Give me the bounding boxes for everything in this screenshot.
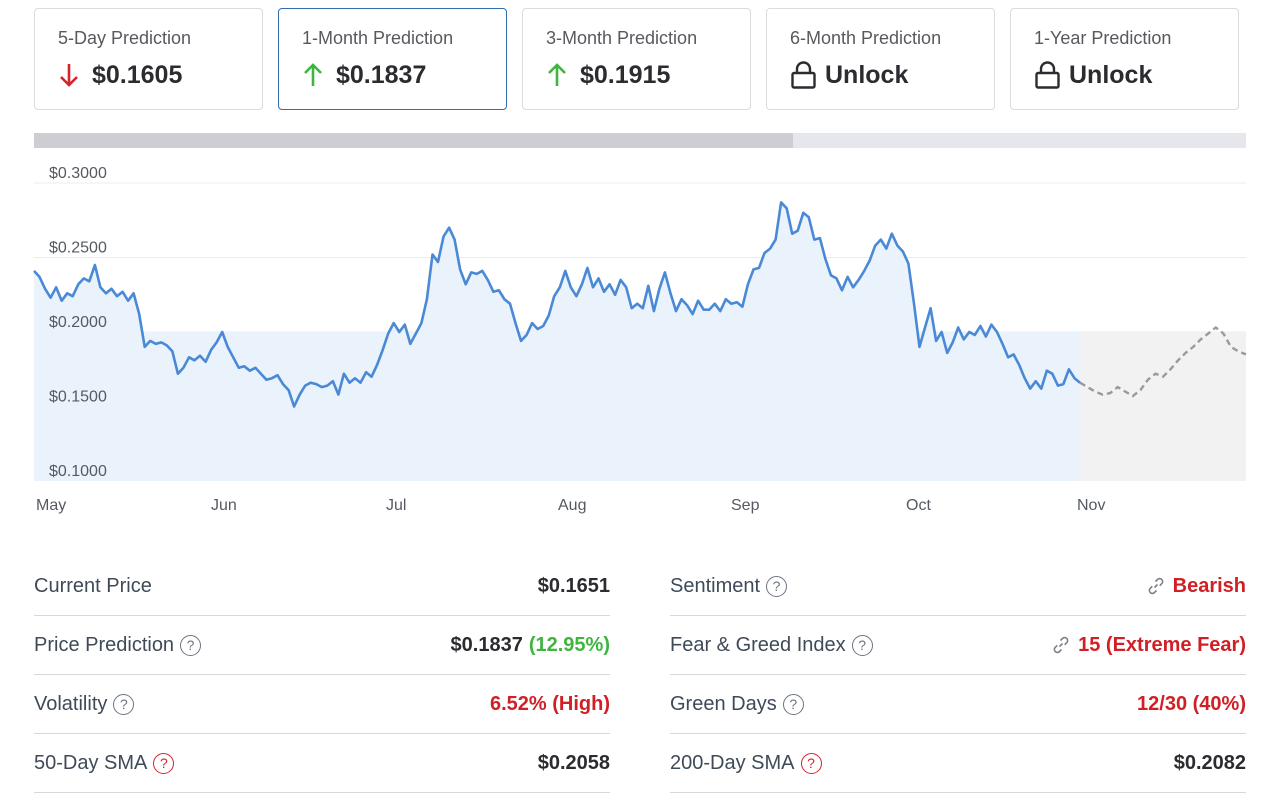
stat-label-text: Fear & Greed Index bbox=[670, 633, 846, 656]
stat-row-200-day-sma: 200-Day SMA? $0.2082 bbox=[670, 734, 1246, 793]
card-value-row: Unlock bbox=[790, 59, 972, 91]
link-icon bbox=[1148, 577, 1163, 595]
x-tick-label: Jun bbox=[211, 497, 237, 514]
stat-value[interactable]: 15 (Extreme Fear) bbox=[1051, 634, 1246, 657]
stat-label-text: 50-Day SMA bbox=[34, 751, 148, 774]
prediction-card-1-year[interactable]: 1-Year Prediction Unlock bbox=[1010, 8, 1239, 110]
card-title: 1-Month Prediction bbox=[302, 28, 454, 48]
card-value: Unlock bbox=[825, 61, 909, 89]
stat-label-text: Price Prediction bbox=[34, 633, 175, 656]
stat-value: $0.1651 bbox=[537, 574, 610, 597]
stat-label: 200-Day SMA? bbox=[670, 752, 822, 775]
lock-icon bbox=[1035, 61, 1060, 89]
stat-change-percent: (12.95%) bbox=[528, 633, 610, 656]
stat-label: Volatility? bbox=[34, 692, 135, 716]
card-value: $0.1837 bbox=[336, 61, 427, 89]
stat-label-text: Volatility bbox=[34, 692, 108, 715]
stat-label-text: Green Days bbox=[670, 692, 777, 715]
link-icon bbox=[1053, 636, 1069, 654]
x-tick-label: May bbox=[36, 497, 66, 514]
stat-value-text: $0.1837 bbox=[450, 633, 523, 656]
chart-range-scrollbar[interactable] bbox=[34, 133, 1246, 148]
stat-row-volatility: Volatility? 6.52% (High) bbox=[34, 675, 610, 734]
lock-icon bbox=[791, 61, 816, 89]
stat-label: Current Price bbox=[34, 575, 152, 598]
stat-label: Sentiment? bbox=[670, 574, 788, 598]
stat-value-text: Bearish bbox=[1172, 574, 1246, 597]
card-title: 5-Day Prediction bbox=[58, 28, 192, 48]
card-value: $0.1915 bbox=[580, 61, 671, 89]
x-tick-label: Aug bbox=[558, 497, 586, 514]
stats-table-left: Current Price $0.1651 Price Prediction? … bbox=[34, 557, 610, 793]
up-arrow-icon bbox=[548, 63, 566, 86]
prediction-card-1-month[interactable]: 1-Month Prediction $0.1837 bbox=[278, 8, 507, 110]
stat-row-green-days: Green Days? 12/30 (40%) bbox=[670, 675, 1246, 734]
stat-label-text: Current Price bbox=[34, 574, 152, 597]
card-title: 6-Month Prediction bbox=[790, 28, 942, 48]
stat-label: Price Prediction? bbox=[34, 633, 202, 657]
y-tick-label: $0.2000 bbox=[49, 314, 107, 331]
prediction-card-6-month[interactable]: 6-Month Prediction Unlock bbox=[766, 8, 995, 110]
stat-row-sentiment: Sentiment? Bearish bbox=[670, 557, 1246, 616]
price-line bbox=[33, 201, 1081, 408]
x-tick-label: Jul bbox=[386, 497, 406, 514]
y-tick-label: $0.1000 bbox=[49, 463, 107, 480]
y-tick-label: $0.2500 bbox=[49, 240, 107, 257]
help-icon[interactable]: ? bbox=[180, 634, 202, 656]
x-tick-label: Sep bbox=[731, 497, 760, 514]
stat-label: Fear & Greed Index? bbox=[670, 634, 873, 657]
stat-value: $0.2058 bbox=[537, 751, 610, 774]
stat-value-text: 15 (Extreme Fear) bbox=[1078, 633, 1246, 656]
card-title: 3-Month Prediction bbox=[546, 28, 698, 48]
forecast-area bbox=[1080, 332, 1246, 481]
help-icon[interactable]: ? bbox=[782, 693, 804, 715]
stat-row-fear-greed: Fear & Greed Index? 15 (Extreme Fear) bbox=[670, 616, 1246, 675]
stat-label-text: 200-Day SMA bbox=[670, 751, 795, 774]
stat-value: 12/30 (40%) bbox=[1137, 692, 1246, 715]
price-area bbox=[34, 202, 1080, 481]
y-tick-label: $0.1500 bbox=[49, 389, 107, 406]
stat-row-50-day-sma: 50-Day SMA? $0.2058 bbox=[34, 734, 610, 793]
card-value: Unlock bbox=[1069, 61, 1153, 89]
forecast-line bbox=[1079, 325, 1247, 398]
stat-value: $0.1837 (12.95%) bbox=[451, 634, 610, 657]
prediction-card-5-day[interactable]: 5-Day Prediction $0.1605 bbox=[34, 8, 263, 110]
card-value-row: $0.1605 bbox=[58, 59, 240, 91]
down-arrow-icon bbox=[60, 64, 78, 87]
stat-label: Green Days? bbox=[670, 693, 804, 716]
card-value: $0.1605 bbox=[92, 61, 183, 89]
card-value-row: Unlock bbox=[1034, 59, 1216, 91]
stat-value: 6.52% (High) bbox=[489, 692, 610, 715]
card-value-row: $0.1915 bbox=[546, 59, 728, 91]
help-icon[interactable]: ? bbox=[766, 575, 788, 597]
scrollbar-thumb[interactable] bbox=[34, 133, 793, 148]
stat-label: 50-Day SMA? bbox=[34, 751, 175, 775]
x-tick-label: Nov bbox=[1077, 497, 1105, 514]
help-icon[interactable]: ? bbox=[153, 752, 175, 774]
y-tick-label: $0.3000 bbox=[49, 165, 107, 182]
x-tick-label: Oct bbox=[906, 497, 931, 514]
card-value-row: $0.1837 bbox=[302, 59, 484, 91]
stat-row-current-price: Current Price $0.1651 bbox=[34, 557, 610, 616]
price-chart: $0.3000 $0.2500 $0.2000 $0.1500 $0.1000 May J… bbox=[33, 165, 1247, 514]
stats-table-right: Sentiment? Bearish Fear & Greed Index? 1… bbox=[670, 557, 1246, 793]
prediction-card-3-month[interactable]: 3-Month Prediction $0.1915 bbox=[522, 8, 751, 110]
stat-row-price-prediction: Price Prediction? $0.1837 (12.95%) bbox=[34, 616, 610, 675]
help-icon[interactable]: ? bbox=[113, 693, 135, 715]
help-icon[interactable]: ? bbox=[800, 752, 822, 774]
card-title: 1-Year Prediction bbox=[1034, 28, 1172, 48]
help-icon[interactable]: ? bbox=[851, 634, 873, 656]
stat-value[interactable]: Bearish bbox=[1146, 575, 1246, 598]
stat-label-text: Sentiment bbox=[670, 574, 761, 597]
stat-value: $0.2082 bbox=[1173, 751, 1246, 774]
prediction-tabs: 5-Day Prediction $0.1605 1-Month Predict… bbox=[34, 8, 1246, 110]
up-arrow-icon bbox=[304, 63, 322, 86]
